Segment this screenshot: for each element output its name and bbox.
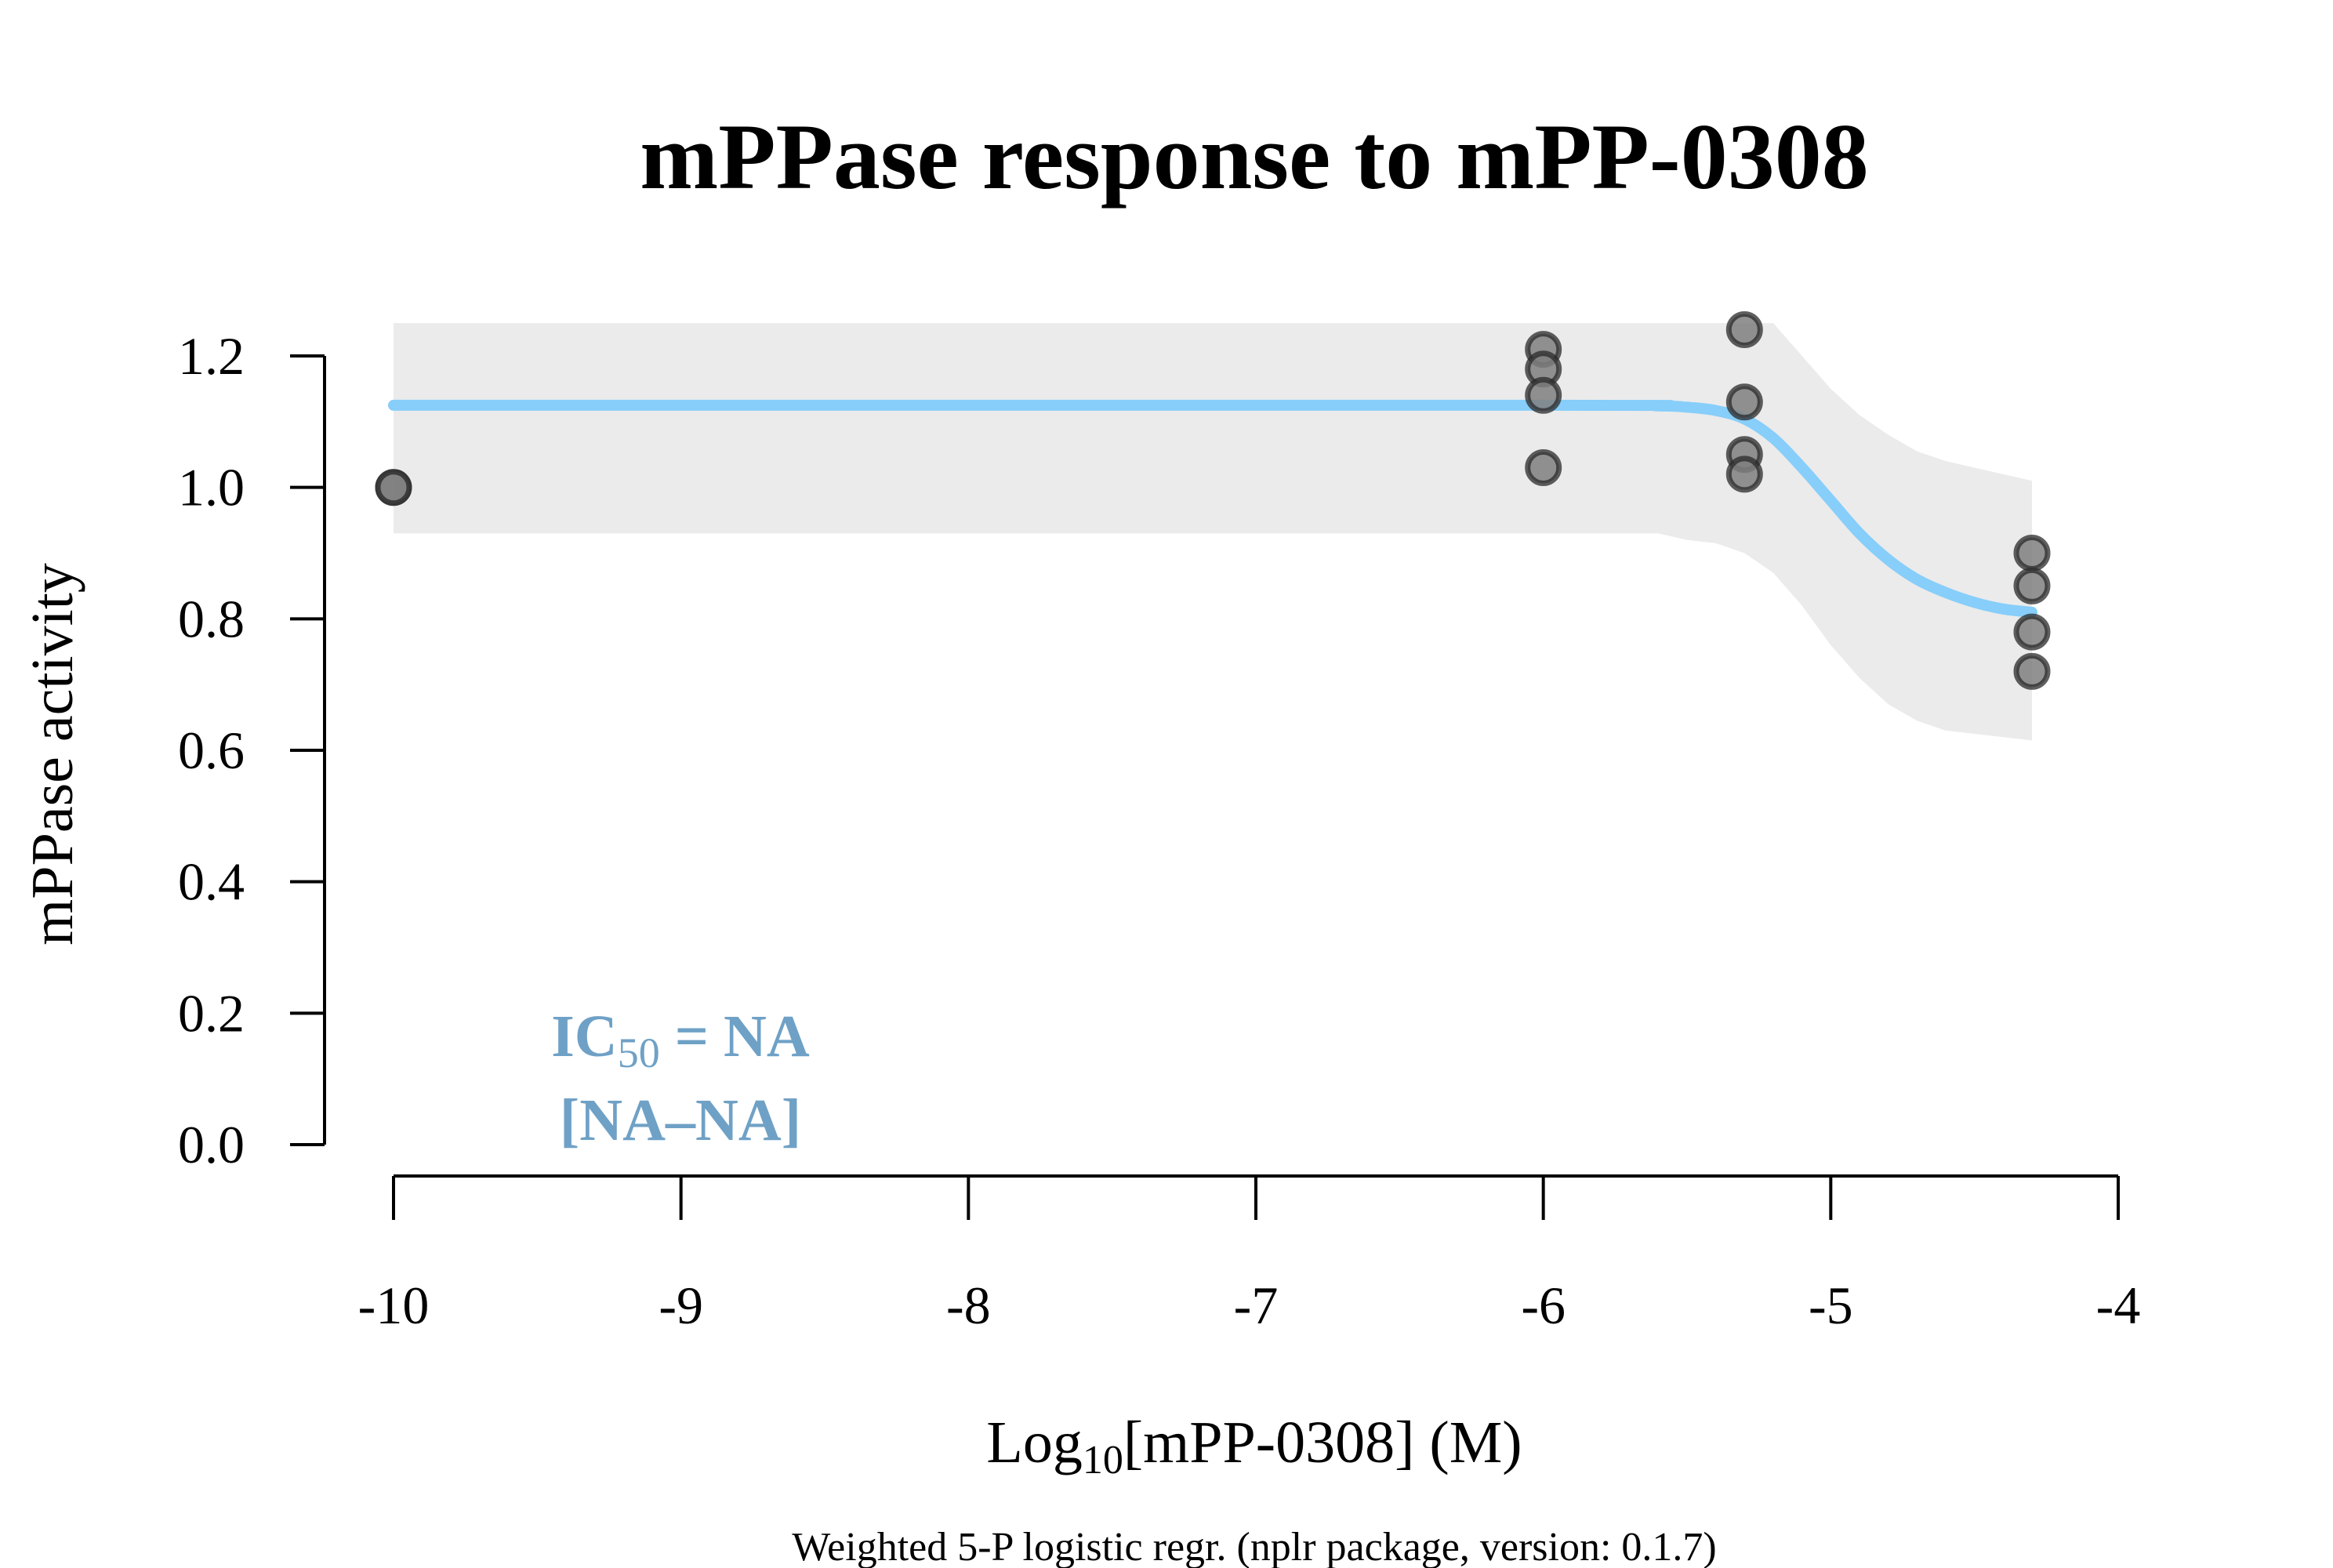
y-tick-label: 0.8 <box>178 589 245 648</box>
y-axis: 0.0 0.2 0.4 0.6 0.8 1.0 1.2 <box>178 326 326 1174</box>
y-ticks: 0.0 0.2 0.4 0.6 0.8 1.0 1.2 <box>178 326 325 1174</box>
y-axis-label: mPPase activity <box>20 563 85 946</box>
plot-area <box>375 311 2051 741</box>
data-points <box>375 311 2051 690</box>
x-tick-label: -6 <box>1521 1276 1566 1335</box>
x-tick-label: -8 <box>946 1276 991 1335</box>
x-axis: -10 -9 -8 -7 -6 -5 -4 <box>358 1174 2141 1335</box>
y-tick-label: 0.6 <box>178 720 245 780</box>
data-point <box>1725 383 1763 421</box>
data-point <box>1525 376 1562 414</box>
y-tick-label: 0.4 <box>178 852 245 912</box>
x-axis-label-suffix: [mPP-0308] (M) <box>1123 1410 1522 1475</box>
x-ticks: -10 -9 -8 -7 -6 -5 -4 <box>358 1176 2141 1335</box>
chart-title: mPPase response to mPP-0308 <box>640 104 1869 209</box>
x-axis-label-subscript: 10 <box>1083 1438 1123 1483</box>
ic50-interval: [NA–NA] <box>560 1087 801 1153</box>
ic50-prefix: IC <box>551 1004 617 1069</box>
x-tick-label: -4 <box>2096 1276 2141 1335</box>
data-point <box>1725 311 1763 348</box>
x-tick-label: -7 <box>1234 1276 1279 1335</box>
x-axis-label: Log10[mPP-0308] (M) <box>986 1410 1522 1483</box>
y-tick-label: 0.2 <box>178 983 245 1043</box>
data-point <box>375 469 412 506</box>
data-point <box>1525 449 1562 486</box>
data-point <box>1725 456 1763 493</box>
data-point <box>2013 652 2051 690</box>
ic50-value: = NA <box>660 1004 810 1069</box>
chart-footnote: Weighted 5-P logistic regr. (nplr packag… <box>792 1525 1716 1568</box>
confidence-band <box>394 323 2032 741</box>
y-tick-label: 1.0 <box>178 458 245 517</box>
x-tick-label: -5 <box>1809 1276 1853 1335</box>
data-point <box>2013 613 2051 651</box>
ic50-subscript: 50 <box>618 1029 660 1076</box>
ic50-label: IC50 = NA <box>551 1004 810 1076</box>
x-tick-label: -9 <box>659 1276 703 1335</box>
x-axis-label-prefix: Log <box>986 1410 1082 1475</box>
ic50-annotation: IC50 = NA [NA–NA] <box>551 1004 810 1153</box>
y-tick-label: 1.2 <box>178 326 245 386</box>
data-point <box>2013 567 2051 604</box>
data-point <box>2013 535 2051 572</box>
fit-curve <box>388 399 2037 618</box>
x-tick-label: -10 <box>358 1276 430 1335</box>
y-tick-label: 0.0 <box>178 1115 245 1174</box>
